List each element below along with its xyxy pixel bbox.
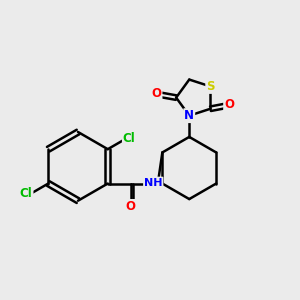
Text: O: O	[224, 98, 234, 111]
Text: O: O	[126, 200, 136, 213]
Text: N: N	[184, 109, 194, 122]
Text: NH: NH	[144, 178, 163, 188]
Text: Cl: Cl	[20, 187, 32, 200]
Text: O: O	[152, 87, 161, 100]
Text: S: S	[206, 80, 215, 93]
Text: Cl: Cl	[123, 132, 136, 146]
